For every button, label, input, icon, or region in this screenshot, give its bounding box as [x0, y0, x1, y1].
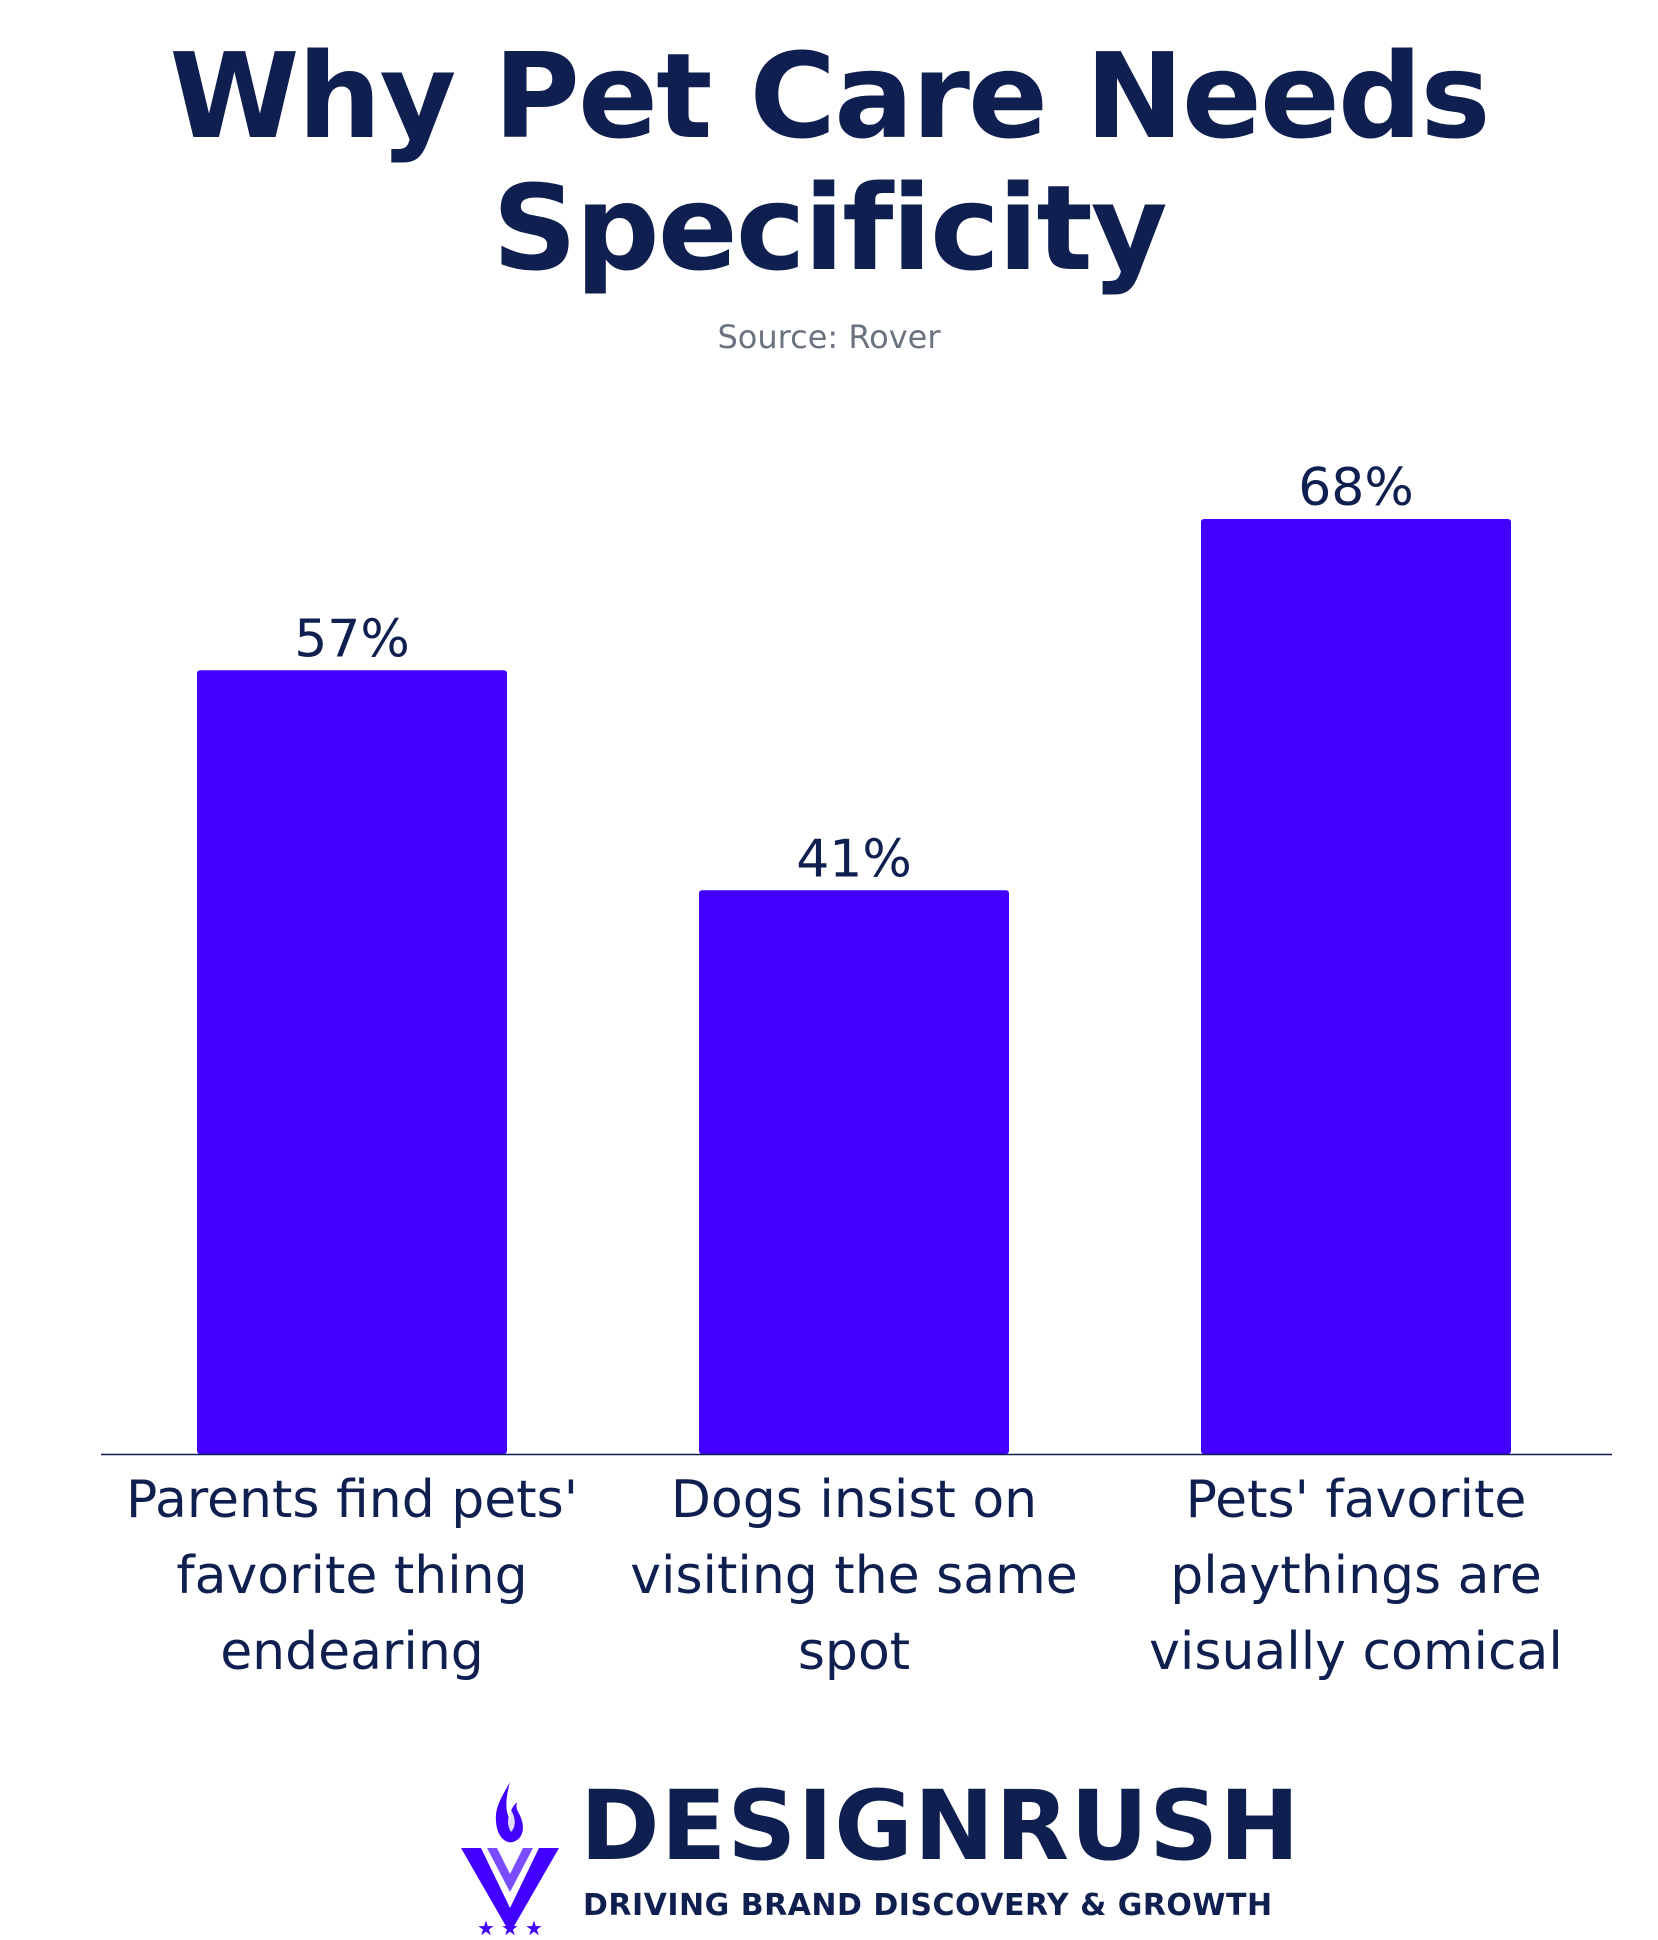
category-label-line: visiting the same	[630, 1546, 1078, 1606]
bar-1	[197, 670, 507, 1454]
chart-source: Source: Rover	[717, 318, 941, 356]
bar-2	[699, 890, 1009, 1454]
category-label-line: Pets' favorite	[1185, 1470, 1527, 1530]
svg-text:★: ★	[477, 1916, 495, 1935]
designrush-mark-icon: ★ ★ ★	[461, 1782, 559, 1935]
category-label-line: favorite thing	[176, 1546, 528, 1606]
bar-3	[1201, 519, 1511, 1454]
brand-name: DESIGNRUSH	[580, 1770, 1301, 1882]
category-label-2: Dogs insist on visiting the same spot	[619, 1462, 1089, 1690]
designrush-logo: ★ ★ ★ DESIGNRUSH DRIVING BRAND DISCOVERY…	[455, 1770, 1300, 1935]
category-label-line: Parents find pets'	[125, 1470, 579, 1530]
category-label-3: Pets' favorite playthings are visually com…	[1121, 1462, 1591, 1690]
category-label-line: visually comical	[1149, 1622, 1563, 1682]
svg-text:★: ★	[525, 1916, 543, 1935]
svg-text:★: ★	[501, 1916, 519, 1935]
data-label-1: 57%	[294, 609, 410, 669]
title-line-1: Why Pet Care Needs	[169, 27, 1490, 165]
title-line-2: Specificity	[492, 159, 1167, 297]
data-label-3: 68%	[1298, 458, 1414, 518]
brand-tagline: DRIVING BRAND DISCOVERY & GROWTH	[583, 1888, 1273, 1923]
chart-title: Why Pet Care Needs Specificity	[0, 30, 1658, 294]
category-label-line: playthings are	[1170, 1546, 1542, 1606]
category-label-line: Dogs insist on	[670, 1470, 1038, 1530]
category-label-line: spot	[797, 1622, 911, 1682]
data-label-2: 41%	[796, 829, 912, 889]
category-label-line: endearing	[220, 1622, 484, 1682]
category-label-1: Parents find pets' favorite thing endearin…	[117, 1462, 587, 1690]
